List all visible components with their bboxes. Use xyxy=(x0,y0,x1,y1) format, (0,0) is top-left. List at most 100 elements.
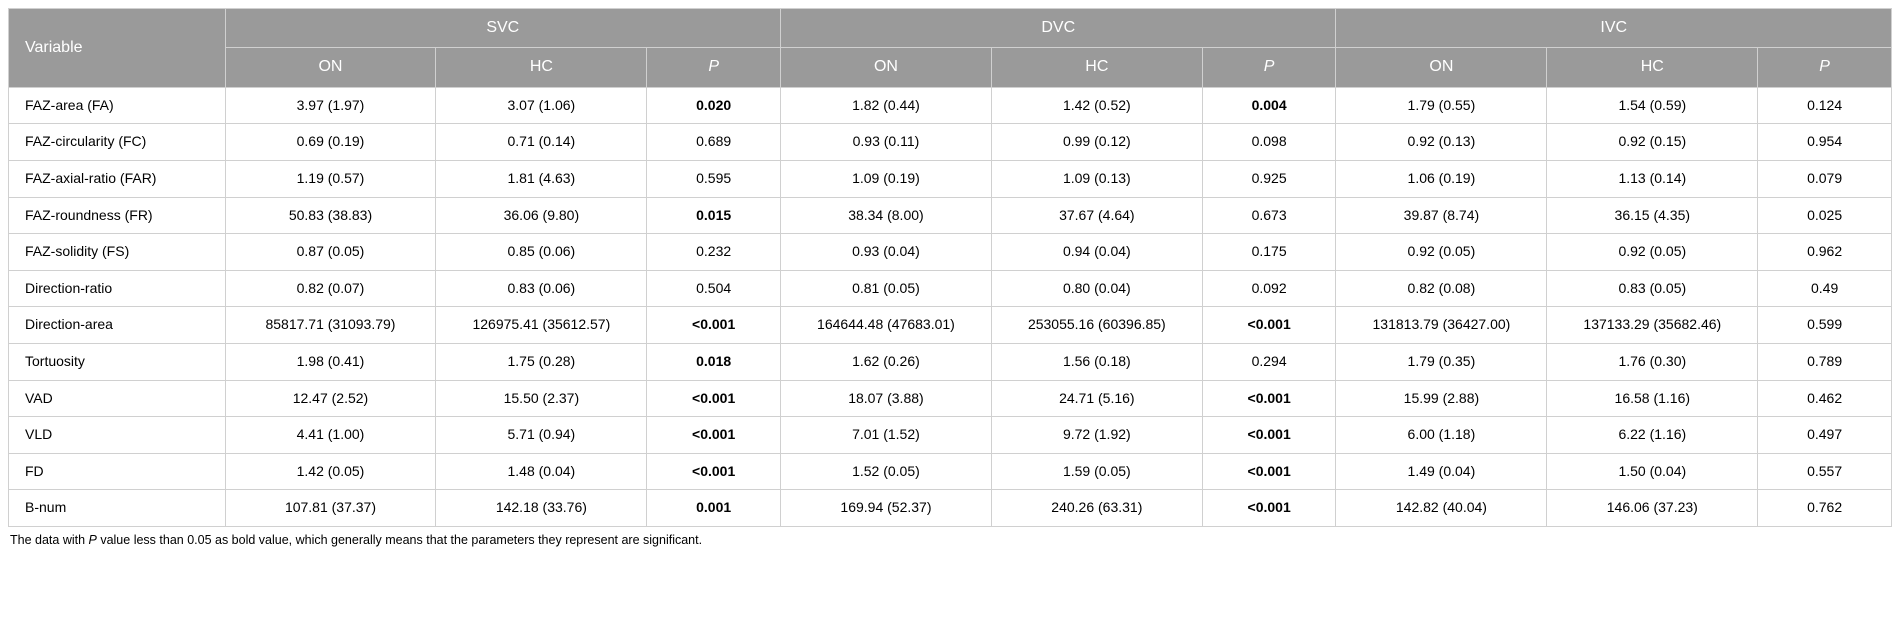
cell-value: 0.124 xyxy=(1758,87,1892,124)
cell-value: 16.58 (1.16) xyxy=(1547,380,1758,417)
cell-value: 1.82 (0.44) xyxy=(781,87,992,124)
col-ivc-on: ON xyxy=(1336,48,1547,87)
cell-value: 1.98 (0.41) xyxy=(225,343,436,380)
col-dvc-hc: HC xyxy=(991,48,1202,87)
row-label: Direction-ratio xyxy=(9,270,226,307)
cell-value: <0.001 xyxy=(1202,417,1336,454)
table-row: FAZ-roundness (FR)50.83 (38.83)36.06 (9.… xyxy=(9,197,1892,234)
cell-value: 7.01 (1.52) xyxy=(781,417,992,454)
cell-value: 1.81 (4.63) xyxy=(436,160,647,197)
table-row: Tortuosity1.98 (0.41)1.75 (0.28)0.0181.6… xyxy=(9,343,1892,380)
row-label: B-num xyxy=(9,490,226,527)
table-row: Direction-ratio0.82 (0.07)0.83 (0.06)0.5… xyxy=(9,270,1892,307)
cell-value: 0.92 (0.13) xyxy=(1336,124,1547,161)
col-ivc-hc: HC xyxy=(1547,48,1758,87)
cell-value: 142.18 (33.76) xyxy=(436,490,647,527)
cell-value: 0.85 (0.06) xyxy=(436,234,647,271)
cell-value: 3.07 (1.06) xyxy=(436,87,647,124)
cell-value: 0.175 xyxy=(1202,234,1336,271)
cell-value: 1.06 (0.19) xyxy=(1336,160,1547,197)
cell-value: 0.83 (0.05) xyxy=(1547,270,1758,307)
cell-value: 1.09 (0.13) xyxy=(991,160,1202,197)
cell-value: 126975.41 (35612.57) xyxy=(436,307,647,344)
table-row: VLD4.41 (1.00)5.71 (0.94)<0.0017.01 (1.5… xyxy=(9,417,1892,454)
cell-value: 4.41 (1.00) xyxy=(225,417,436,454)
cell-value: 0.015 xyxy=(647,197,781,234)
cell-value: 9.72 (1.92) xyxy=(991,417,1202,454)
cell-value: <0.001 xyxy=(1202,453,1336,490)
cell-value: 0.82 (0.08) xyxy=(1336,270,1547,307)
table-row: FAZ-axial-ratio (FAR)1.19 (0.57)1.81 (4.… xyxy=(9,160,1892,197)
cell-value: <0.001 xyxy=(1202,490,1336,527)
table-row: VAD12.47 (2.52)15.50 (2.37)<0.00118.07 (… xyxy=(9,380,1892,417)
cell-value: 1.62 (0.26) xyxy=(781,343,992,380)
cell-value: 1.79 (0.35) xyxy=(1336,343,1547,380)
table-row: FAZ-area (FA)3.97 (1.97)3.07 (1.06)0.020… xyxy=(9,87,1892,124)
cell-value: 0.49 xyxy=(1758,270,1892,307)
table-row: FD1.42 (0.05)1.48 (0.04)<0.0011.52 (0.05… xyxy=(9,453,1892,490)
cell-value: 131813.79 (36427.00) xyxy=(1336,307,1547,344)
col-variable: Variable xyxy=(9,9,226,88)
cell-value: 0.82 (0.07) xyxy=(225,270,436,307)
cell-value: 24.71 (5.16) xyxy=(991,380,1202,417)
cell-value: 0.098 xyxy=(1202,124,1336,161)
cell-value: 0.962 xyxy=(1758,234,1892,271)
cell-value: 240.26 (63.31) xyxy=(991,490,1202,527)
cell-value: <0.001 xyxy=(1202,307,1336,344)
cell-value: 0.557 xyxy=(1758,453,1892,490)
cell-value: 1.09 (0.19) xyxy=(781,160,992,197)
cell-value: <0.001 xyxy=(647,417,781,454)
cell-value: 12.47 (2.52) xyxy=(225,380,436,417)
cell-value: 0.789 xyxy=(1758,343,1892,380)
group-svc: SVC xyxy=(225,9,780,48)
col-ivc-p: P xyxy=(1758,48,1892,87)
cell-value: 1.76 (0.30) xyxy=(1547,343,1758,380)
cell-value: 0.004 xyxy=(1202,87,1336,124)
cell-value: 0.020 xyxy=(647,87,781,124)
cell-value: 169.94 (52.37) xyxy=(781,490,992,527)
cell-value: 142.82 (40.04) xyxy=(1336,490,1547,527)
cell-value: 253055.16 (60396.85) xyxy=(991,307,1202,344)
cell-value: 0.504 xyxy=(647,270,781,307)
col-svc-p: P xyxy=(647,48,781,87)
cell-value: 0.83 (0.06) xyxy=(436,270,647,307)
cell-value: 0.462 xyxy=(1758,380,1892,417)
cell-value: 0.079 xyxy=(1758,160,1892,197)
cell-value: 36.06 (9.80) xyxy=(436,197,647,234)
table-header: Variable SVC DVC IVC ON HC P ON HC P ON … xyxy=(9,9,1892,88)
cell-value: 146.06 (37.23) xyxy=(1547,490,1758,527)
cell-value: 5.71 (0.94) xyxy=(436,417,647,454)
table-row: FAZ-solidity (FS)0.87 (0.05)0.85 (0.06)0… xyxy=(9,234,1892,271)
cell-value: 0.93 (0.04) xyxy=(781,234,992,271)
results-table: Variable SVC DVC IVC ON HC P ON HC P ON … xyxy=(8,8,1892,527)
cell-value: 0.92 (0.05) xyxy=(1547,234,1758,271)
cell-value: 18.07 (3.88) xyxy=(781,380,992,417)
table-body: FAZ-area (FA)3.97 (1.97)3.07 (1.06)0.020… xyxy=(9,87,1892,526)
cell-value: 0.92 (0.05) xyxy=(1336,234,1547,271)
cell-value: 1.42 (0.05) xyxy=(225,453,436,490)
row-label: FAZ-circularity (FC) xyxy=(9,124,226,161)
table-row: FAZ-circularity (FC)0.69 (0.19)0.71 (0.1… xyxy=(9,124,1892,161)
cell-value: 6.00 (1.18) xyxy=(1336,417,1547,454)
cell-value: 1.79 (0.55) xyxy=(1336,87,1547,124)
cell-value: 0.595 xyxy=(647,160,781,197)
cell-value: 0.71 (0.14) xyxy=(436,124,647,161)
cell-value: 0.69 (0.19) xyxy=(225,124,436,161)
footnote-prefix: The data with xyxy=(10,533,89,547)
group-ivc: IVC xyxy=(1336,9,1892,48)
cell-value: 0.87 (0.05) xyxy=(225,234,436,271)
cell-value: 1.42 (0.52) xyxy=(991,87,1202,124)
cell-value: <0.001 xyxy=(647,380,781,417)
table-row: B-num107.81 (37.37)142.18 (33.76)0.00116… xyxy=(9,490,1892,527)
cell-value: 1.50 (0.04) xyxy=(1547,453,1758,490)
footnote-p: P xyxy=(89,533,97,547)
cell-value: 15.99 (2.88) xyxy=(1336,380,1547,417)
row-label: VLD xyxy=(9,417,226,454)
cell-value: 1.54 (0.59) xyxy=(1547,87,1758,124)
cell-value: 38.34 (8.00) xyxy=(781,197,992,234)
cell-value: 39.87 (8.74) xyxy=(1336,197,1547,234)
cell-value: 0.94 (0.04) xyxy=(991,234,1202,271)
cell-value: 50.83 (38.83) xyxy=(225,197,436,234)
cell-value: 37.67 (4.64) xyxy=(991,197,1202,234)
row-label: FAZ-area (FA) xyxy=(9,87,226,124)
